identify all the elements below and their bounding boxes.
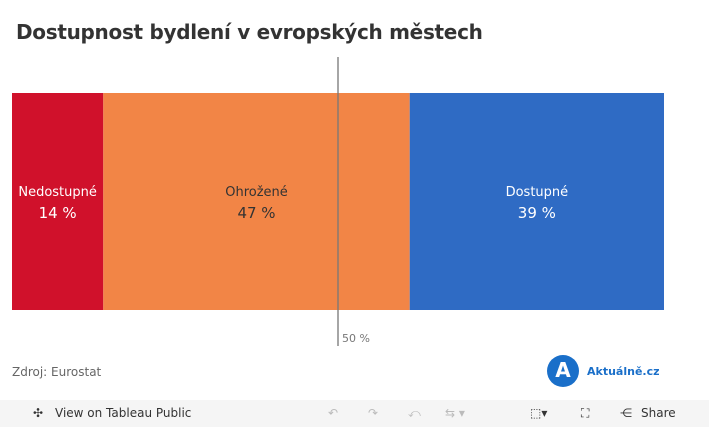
source-note: Zdroj: Eurostat bbox=[12, 365, 102, 379]
bar-segment-1[interactable] bbox=[103, 93, 410, 310]
undo-icon[interactable]: ↶ bbox=[328, 406, 339, 420]
segment-label: Dostupné bbox=[506, 185, 569, 200]
refresh-icon[interactable]: ⇆ ▾ bbox=[445, 406, 465, 420]
bar-segment-2[interactable] bbox=[409, 93, 664, 310]
segment-label: Nedostupné bbox=[18, 185, 97, 200]
segment-value: 14 % bbox=[39, 204, 77, 222]
chart-area: Nedostupné 14 % Ohrožené 47 % Dostupné 39 % 50… bbox=[12, 57, 664, 346]
chart-title: Dostupnost bydlení v evropských městech bbox=[16, 20, 483, 44]
bar-segment-0[interactable] bbox=[12, 93, 104, 310]
aktualne-logo[interactable]: A Aktuálně.cz bbox=[547, 355, 660, 387]
share-button[interactable]: Share bbox=[641, 406, 676, 420]
logo-text: Aktuálně.cz bbox=[587, 364, 660, 378]
share-icon[interactable]: ⋲ bbox=[620, 406, 632, 420]
segment-label: Ohrožené bbox=[225, 185, 288, 200]
logo-icon: A bbox=[547, 355, 579, 387]
download-icon[interactable]: ⬚▾ bbox=[530, 406, 548, 420]
view-on-tableau-button[interactable]: View on Tableau Public bbox=[55, 406, 192, 420]
fullscreen-icon[interactable]: ⛶ bbox=[581, 406, 590, 420]
tableau-icon: ✣ bbox=[33, 406, 44, 420]
redo-icon[interactable]: ↷ bbox=[368, 406, 379, 420]
segment-value: 47 % bbox=[237, 204, 275, 222]
revert-icon[interactable]: ⤺ bbox=[408, 406, 421, 420]
segment-value: 39 % bbox=[518, 204, 556, 222]
reference-line-label: 50 % bbox=[342, 332, 370, 345]
tableau-toolbar: ✣ View on Tableau Public ↶ ↷ ⤺ ⇆ ▾ ⬚▾ ⛶ … bbox=[0, 400, 709, 427]
